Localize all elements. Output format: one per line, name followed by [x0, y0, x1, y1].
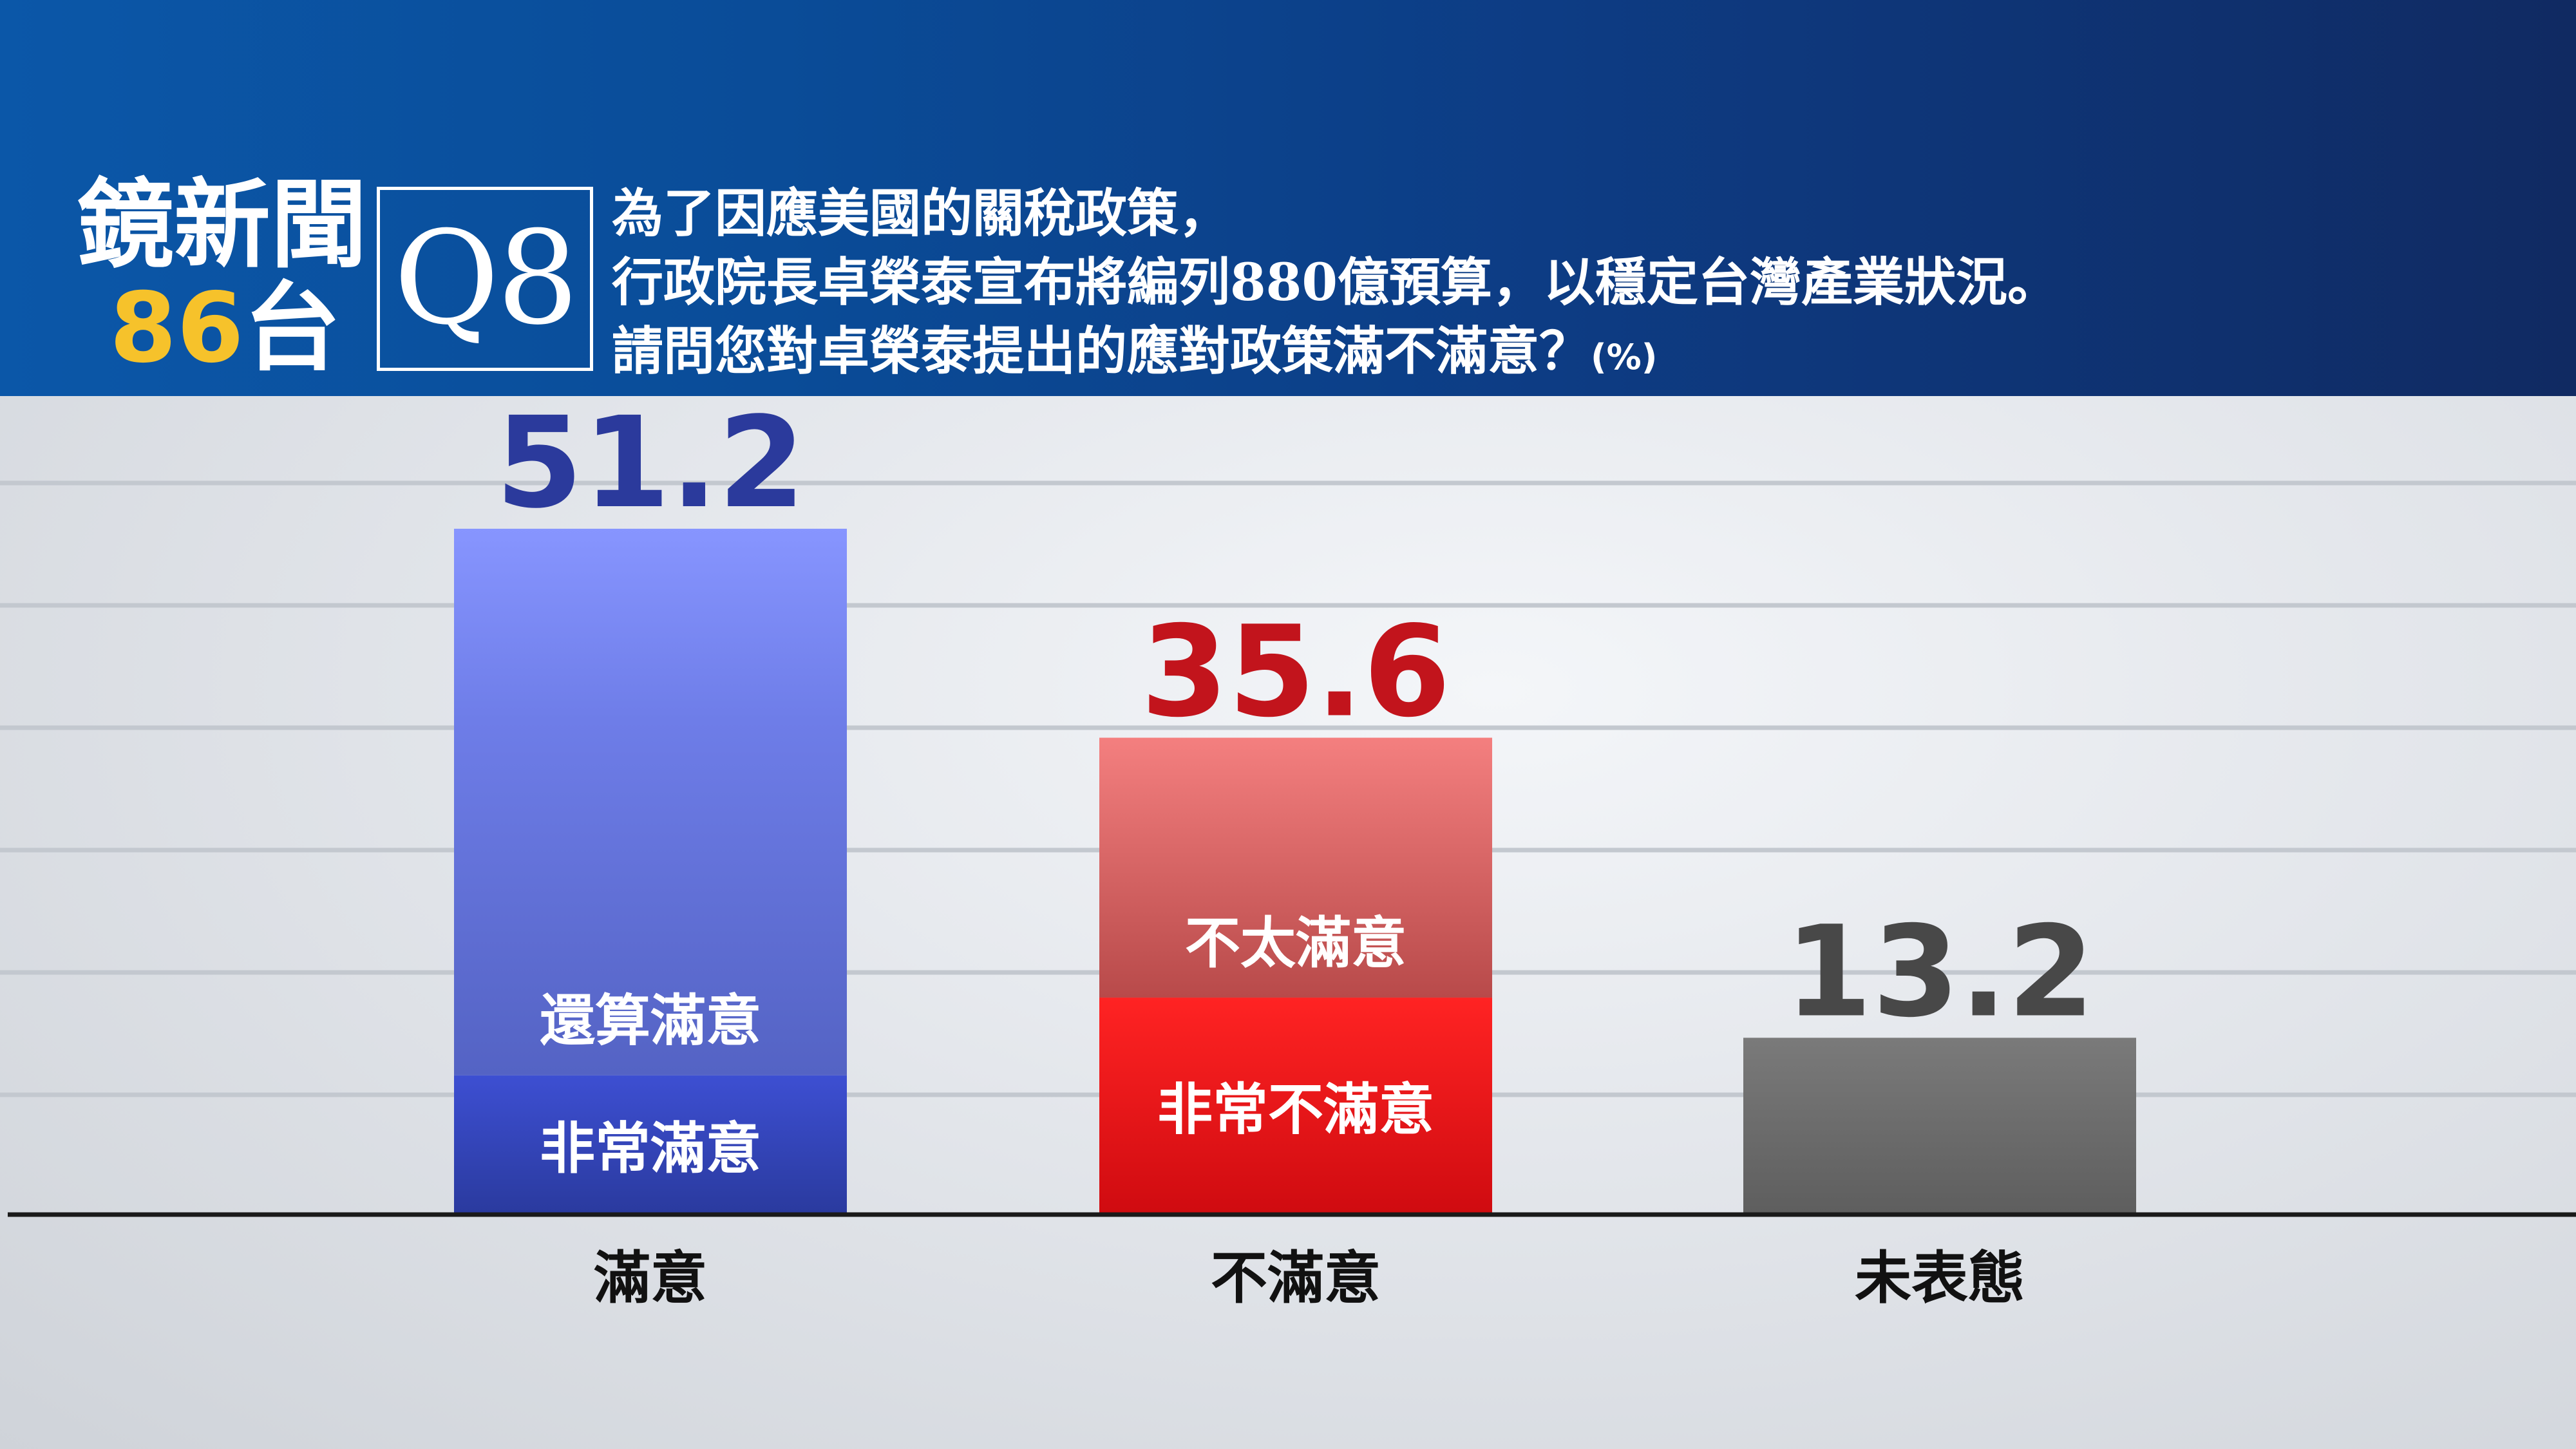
bar-segment-1-2: [454, 529, 847, 1075]
question-id-box: Q8: [377, 187, 593, 371]
segment-label-2-2: 不太滿意: [1185, 911, 1406, 976]
logo-number: 86: [109, 272, 244, 384]
question-id: Q8: [393, 204, 578, 354]
question-line-3-text: 請問您對卓榮泰提出的應對政策滿不滿意？: [612, 321, 1591, 381]
category-label-1: 滿意: [594, 1245, 707, 1311]
question-text: 為了因應美國的關稅政策， 行政院長卓榮泰宣布將編列880億預算，以穩定台灣產業狀…: [612, 179, 2544, 392]
value-label-3: 13.2: [1785, 898, 2094, 1045]
bar-segment-2-1: [1099, 998, 1492, 1215]
unit-label: (%): [1591, 337, 1658, 377]
segment-label-1-1: 非常滿意: [540, 1117, 761, 1181]
question-line-3: 請問您對卓榮泰提出的應對政策滿不滿意？(%): [612, 317, 2544, 392]
value-label-1: 51.2: [495, 390, 805, 536]
segment-label-2-1: 非常不滿意: [1157, 1078, 1434, 1142]
category-label-2: 不滿意: [1211, 1245, 1381, 1311]
value-label-2: 35.6: [1141, 599, 1450, 745]
logo-channel: 86台: [109, 274, 341, 383]
labels: 非常滿意 還算滿意 51.2 滿意 非常不滿意 不太滿意 35.6 不滿意 13.2 未表態: [495, 390, 2094, 1311]
bar-segment-2-2: [1099, 737, 1492, 998]
segment-label-1-2: 還算滿意: [540, 989, 761, 1054]
question-line-2: 行政院長卓榮泰宣布將編列880億預算，以穩定台灣產業狀況。: [612, 252, 2059, 312]
question-line-1: 為了因應美國的關稅政策，: [612, 183, 1230, 243]
logo-name: 鏡新聞: [77, 169, 368, 281]
category-label-3: 未表態: [1855, 1245, 2025, 1311]
bars: [454, 529, 2136, 1215]
channel-logo: 鏡新聞 86台: [77, 171, 367, 383]
bar-segment-1-1: [454, 1075, 847, 1215]
header-band: 鏡新聞 86台 Q8 為了因應美國的關稅政策， 行政院長卓榮泰宣布將編列880億…: [0, 0, 2576, 396]
bar-segment-3-1: [1743, 1037, 2136, 1215]
logo-suffix: 台: [243, 272, 341, 384]
